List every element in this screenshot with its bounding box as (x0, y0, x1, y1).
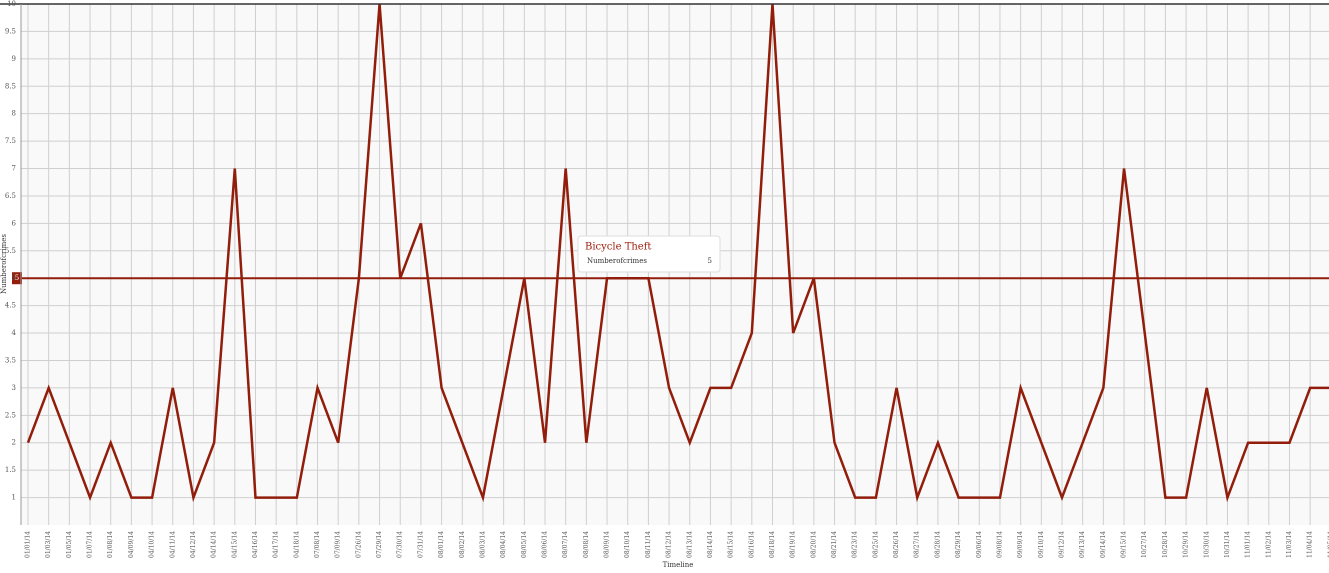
x-tick-label: 08/10/14 (624, 531, 631, 558)
x-tick-label: 09/10/14 (1038, 531, 1045, 558)
x-tick-label: 04/14/14 (211, 531, 218, 558)
y-tick-label: 10 (7, 0, 16, 8)
y-tick-label: 3 (12, 384, 16, 392)
x-tick-label: 04/11/14 (169, 531, 176, 558)
x-tick-label: 07/31/14 (417, 531, 424, 558)
tooltip-label: Numberofcrimes (587, 257, 647, 265)
y-tick-label: 4 (12, 329, 17, 337)
x-tick-label: 04/17/14 (273, 531, 280, 558)
x-tick-label: 04/16/14 (252, 531, 259, 558)
x-tick-label: 07/08/14 (314, 531, 321, 558)
x-tick-label: 04/18/14 (293, 531, 300, 558)
y-tick-label: 3.5 (5, 356, 16, 364)
x-tick-label: 08/18/14 (769, 531, 776, 558)
x-tick-label: 11/03/14 (1286, 531, 1293, 558)
x-tick-label: 11/05/14 (1327, 531, 1329, 558)
x-tick-label: 08/08/14 (583, 531, 590, 558)
x-tick-label: 10/28/14 (1162, 531, 1169, 558)
x-tick-label: 08/15/14 (728, 531, 735, 558)
y-tick-label: 5 (12, 274, 16, 282)
x-tick-label: 11/04/14 (1307, 531, 1314, 558)
x-tick-label: 08/27/14 (914, 531, 921, 558)
x-tick-label: 09/08/14 (996, 531, 1003, 558)
x-tick-label: 08/29/14 (955, 531, 962, 558)
y-axis-title: Numberofcrimes (0, 234, 8, 294)
x-tick-label: 08/12/14 (666, 531, 673, 558)
x-tick-label: 07/26/14 (355, 531, 362, 558)
x-tick-label: 08/14/14 (707, 531, 714, 558)
x-tick-label: 04/09/14 (128, 531, 135, 558)
x-tick-label: 04/12/14 (190, 531, 197, 558)
x-tick-label: 10/29/14 (1183, 531, 1190, 558)
y-tick-label: 9 (12, 55, 16, 63)
y-tick-label: 6 (12, 219, 17, 227)
y-tick-label: 7.5 (5, 137, 16, 145)
y-tick-label: 5.5 (5, 247, 16, 255)
y-tick-label: 7 (12, 165, 16, 173)
x-tick-label: 08/02/14 (459, 531, 466, 558)
x-tick-label: 07/29/14 (376, 531, 383, 558)
tooltip: Bicycle Theft Numberofcrimes 5 (577, 235, 721, 273)
x-tick-label: 09/06/14 (976, 531, 983, 558)
x-tick-label: 08/03/14 (479, 531, 486, 558)
y-tick-label: 8 (12, 110, 16, 118)
x-tick-label: 10/27/14 (1141, 531, 1148, 558)
x-tick-label: 09/14/14 (1100, 531, 1107, 558)
x-tick-label: 04/15/14 (231, 531, 238, 558)
x-tick-label: 10/31/14 (1224, 531, 1231, 558)
x-tick-label: 04/10/14 (149, 531, 156, 558)
x-tick-label: 09/13/14 (1079, 531, 1086, 558)
x-tick-label: 01/01/14 (25, 531, 32, 558)
x-tick-label: 10/30/14 (1203, 531, 1210, 558)
x-tick-label: 08/20/14 (810, 531, 817, 558)
x-tick-label: 01/03/14 (45, 531, 52, 558)
y-tick-label: 6.5 (5, 192, 16, 200)
y-tick-label: 4.5 (5, 302, 16, 310)
y-tick-label: 2.5 (5, 411, 16, 419)
x-axis-title: Timeline (663, 561, 694, 569)
x-tick-label: 08/04/14 (500, 531, 507, 558)
x-tick-label: 08/16/14 (748, 531, 755, 558)
x-tick-label: 07/09/14 (335, 531, 342, 558)
y-tick-label: 9.5 (5, 27, 16, 35)
x-tick-label: 08/28/14 (934, 531, 941, 558)
x-tick-label: 08/21/14 (831, 531, 838, 558)
x-tick-label: 01/07/14 (87, 531, 94, 558)
x-tick-label: 07/30/14 (397, 531, 404, 558)
tooltip-box (577, 235, 721, 273)
crosshair-label: 5 (15, 274, 19, 282)
x-tick-label: 08/05/14 (521, 531, 528, 558)
tooltip-title: Bicycle Theft (585, 242, 651, 253)
x-tick-label: 08/25/14 (872, 531, 879, 558)
x-tick-label: 09/09/14 (1017, 531, 1024, 558)
x-tick-label: 01/05/14 (66, 531, 73, 558)
x-tick-label: 09/15/14 (1121, 531, 1128, 558)
y-tick-label: 1 (12, 494, 16, 502)
x-tick-label: 01/08/14 (107, 531, 114, 558)
x-tick-label: 08/26/14 (893, 531, 900, 558)
x-tick-label: 08/13/14 (686, 531, 693, 558)
tooltip-value: 5 (708, 257, 712, 265)
x-tick-label: 08/07/14 (562, 531, 569, 558)
x-tick-label: 09/12/14 (1059, 531, 1066, 558)
crosshair-label-box (12, 272, 22, 285)
y-tick-label: 8.5 (5, 82, 16, 90)
x-tick-label: 08/06/14 (542, 531, 549, 558)
x-tick-label: 08/19/14 (790, 531, 797, 558)
y-tick-label: 2 (12, 439, 16, 447)
y-tick-label: 1.5 (5, 466, 16, 474)
x-tick-label: 11/01/14 (1245, 531, 1252, 558)
x-tick-label: 08/23/14 (852, 531, 859, 558)
x-tick-label: 08/09/14 (604, 531, 611, 558)
marks: 5 (12, 3, 1329, 503)
x-tick-label: 08/01/14 (438, 531, 445, 558)
x-tick-label: 08/11/14 (645, 531, 652, 558)
x-tick-label: 11/02/14 (1265, 531, 1272, 558)
